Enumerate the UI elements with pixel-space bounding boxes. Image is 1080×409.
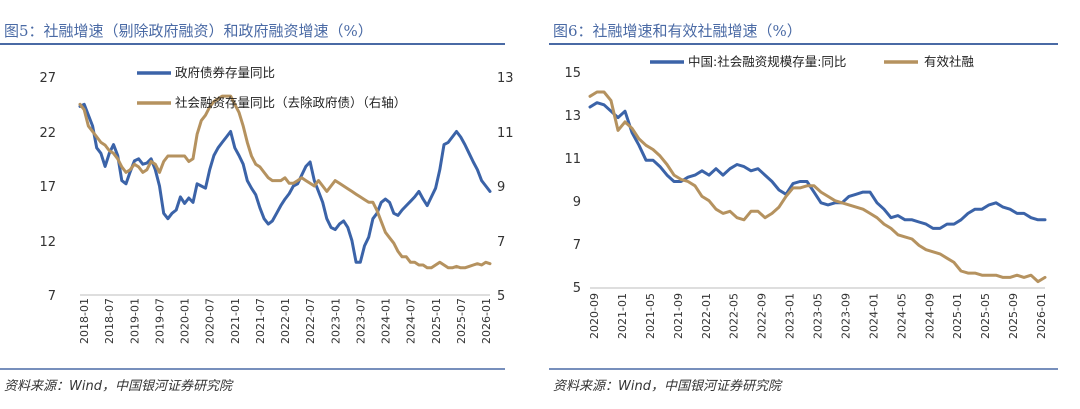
- figure-6-x-tick-label: 2022-05: [728, 293, 741, 339]
- figure-5-y-right-tick: 9: [497, 180, 505, 195]
- figure-5-y-right-tick: 11: [497, 126, 514, 141]
- figure-6-x-tick-label: 2024-09: [923, 293, 936, 339]
- figure-6-y-tick: 5: [573, 281, 581, 296]
- figure-5-x-tick-label: 2018-07: [103, 298, 116, 344]
- figure-6-x-tick-label: 2026-01: [1035, 293, 1048, 339]
- figure-6-y-tick: 15: [564, 66, 581, 81]
- figure-5-x-tick-label: 2022-07: [304, 298, 317, 344]
- figure-5-x-tick-label: 2026-01: [480, 298, 493, 344]
- figure-6-x-tick-label: 2021-09: [672, 293, 685, 339]
- figure-5-y-left-tick: 22: [39, 126, 56, 141]
- figure-6-x-tick-label: 2024-05: [895, 293, 908, 339]
- figure-6-x-tick-label: 2023-05: [812, 293, 825, 339]
- figure-6-x-tick-label: 2024-01: [867, 293, 880, 339]
- figure-6-y-tick: 7: [573, 238, 581, 253]
- figure-5-y-left-tick: 7: [48, 289, 56, 304]
- figure-6-series: [588, 90, 1047, 284]
- figure-6-series-line-0: [588, 101, 1047, 230]
- figure-6-x-tick-label: 2025-01: [951, 293, 964, 339]
- figure-6-x-tick-label: 2020-09: [588, 293, 601, 339]
- figure-5-x-tick-label: 2020-07: [204, 298, 217, 344]
- legend-label-tsf-ex-government: 社会融资存量同比（去除政府债）（右轴）: [175, 95, 406, 110]
- figure-5-y-right-tick: 7: [497, 235, 505, 250]
- figure-5-x-tick-label: 2025-01: [430, 298, 443, 344]
- figure-6-x-tick-label: 2021-01: [616, 293, 629, 339]
- figure-5-x-tick-label: 2024-07: [405, 298, 418, 344]
- figure-6-x-ticks: 2020-09 2021-01 2021-05 2021-09 2022-01 2022-…: [588, 293, 1048, 339]
- figure-5-panel: 图5：社融增速（剔除政府融资）和政府融资增速（%） 7 12 17 22 27 …: [0, 22, 514, 394]
- figure-5-x-tick-label: 2019-07: [153, 298, 166, 344]
- figure-6-x-tick-label: 2025-05: [979, 293, 992, 339]
- figure-5-x-tick-label: 2025-07: [455, 298, 468, 344]
- figure-5-y-left-tick: 12: [39, 235, 56, 250]
- figure-5-y-right-tick: 5: [497, 289, 505, 304]
- figure-6-title: 图6：社融增速和有效社融增速（%）: [553, 22, 802, 40]
- figure-6-legend: 中国:社会融资规模存量:同比 有效社融: [650, 54, 975, 69]
- figure-5-x-tick-label: 2023-01: [329, 298, 342, 344]
- figure-5-x-tick-label: 2021-07: [254, 298, 267, 344]
- figure-5-y-right-tick: 13: [497, 71, 514, 86]
- figure-6-x-tick-label: 2023-09: [839, 293, 852, 339]
- figure-5-x-tick-label: 2020-01: [179, 298, 192, 344]
- figure-6-y-tick: 13: [564, 109, 581, 124]
- figure-5-series: [78, 94, 492, 270]
- figure-5-x-tick-label: 2018-01: [78, 298, 91, 344]
- figure-5-x-tick-label: 2024-01: [380, 298, 393, 344]
- figure-5-legend: 政府债券存量同比 社会融资存量同比（去除政府债）（右轴）: [137, 65, 406, 110]
- figure-6-y-tick: 11: [564, 152, 581, 167]
- figure-6-source: 资料来源：Wind，中国银河证券研究院: [553, 378, 783, 394]
- figure-5-series-line-1: [78, 94, 492, 270]
- figure-6-x-tick-label: 2025-09: [1007, 293, 1020, 339]
- figure-5-x-tick-label: 2023-07: [354, 298, 367, 344]
- figure-5-source: 资料来源：Wind，中国银河证券研究院: [4, 378, 234, 394]
- figure-5-x-tick-label: 2021-01: [229, 298, 242, 344]
- figure-5-series-line-0: [78, 102, 492, 264]
- figure-6-series-line-1: [588, 90, 1047, 284]
- figure-5-y-left-tick: 27: [39, 71, 56, 86]
- figure-5-title: 图5：社融增速（剔除政府融资）和政府融资增速（%）: [4, 22, 373, 40]
- figure-6-y-tick: 9: [573, 195, 581, 210]
- figure-5-y-left-tick: 17: [39, 180, 56, 195]
- figure-5-x-tick-label: 2019-01: [128, 298, 141, 344]
- figure-6-x-tick-label: 2021-05: [644, 293, 657, 339]
- figure-6-x-tick-label: 2022-09: [756, 293, 769, 339]
- figure-6-x-tick-label: 2022-01: [700, 293, 713, 339]
- legend-label-tsf-growth: 中国:社会融资规模存量:同比: [688, 54, 846, 69]
- figure-6-panel: 图6：社融增速和有效社融增速（%） 5 7 9 11 13 15 2020-09…: [549, 22, 1058, 394]
- figure-5-x-ticks: 2018-01 2018-07 2019-01 2019-07 2020-01 2020-…: [78, 298, 493, 344]
- figure-6-x-tick-label: 2023-01: [784, 293, 797, 339]
- legend-label-effective-tsf: 有效社融: [924, 54, 975, 69]
- legend-label-government-bonds: 政府债券存量同比: [175, 65, 275, 80]
- figure-5-x-tick-label: 2022-01: [279, 298, 292, 344]
